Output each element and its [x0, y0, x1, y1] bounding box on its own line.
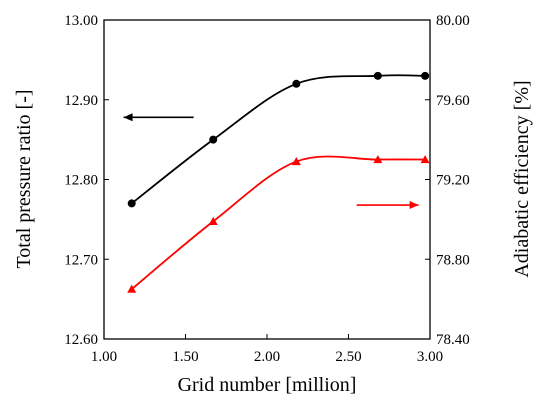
efficiency-point: [373, 155, 383, 164]
efficiency-point: [208, 216, 218, 225]
right-tick-label: 78.40: [436, 332, 470, 348]
pressure-ratio-point: [292, 79, 301, 88]
right-axis-ticks: 78.40 78.80 79.20 79.60 80.00: [425, 13, 470, 348]
x-tick-label: 1.50: [172, 349, 198, 365]
left-axis-ticks: 12.60 12.70 12.80 12.90 13.00: [64, 13, 109, 348]
efficiency-point: [420, 155, 430, 164]
efficiency-point: [127, 284, 137, 293]
pressure-ratio-line: [131, 74, 426, 205]
right-tick-label: 78.80: [436, 252, 470, 268]
x-tick-label: 2.50: [335, 349, 361, 365]
x-tick-label: 3.00: [417, 349, 443, 365]
right-tick-label: 79.60: [436, 93, 470, 109]
x-tick-label: 2.00: [254, 349, 280, 365]
efficiency-point: [291, 157, 301, 166]
pressure-ratio-point: [209, 135, 218, 144]
pressure-ratio-point: [127, 199, 136, 208]
left-axis-title: Total pressure ratio [-]: [13, 89, 35, 268]
left-tick-label: 12.70: [64, 252, 98, 268]
right-tick-label: 79.20: [436, 173, 470, 189]
x-tick-label: 1.00: [91, 349, 117, 365]
pressure-ratio-point: [373, 71, 382, 80]
annotation-arrows: [123, 113, 419, 210]
x-axis-ticks: 1.00 1.50 2.00 2.50 3.00: [91, 334, 443, 365]
left-tick-label: 12.90: [64, 93, 98, 109]
left-tick-label: 12.80: [64, 173, 98, 189]
left-axis-arrow-head: [123, 113, 133, 122]
right-tick-label: 80.00: [436, 13, 470, 29]
right-axis-title: Adiabatic efficiency [%]: [511, 80, 533, 277]
x-axis-title: Grid number [million]: [178, 374, 357, 396]
right-axis-arrow-head: [409, 201, 419, 210]
efficiency-line: [131, 155, 426, 290]
pressure-ratio-point: [421, 71, 430, 80]
series-layer: [127, 71, 430, 293]
left-tick-label: 13.00: [64, 13, 98, 29]
plot-area: [103, 19, 431, 340]
left-tick-label: 12.60: [64, 332, 98, 348]
